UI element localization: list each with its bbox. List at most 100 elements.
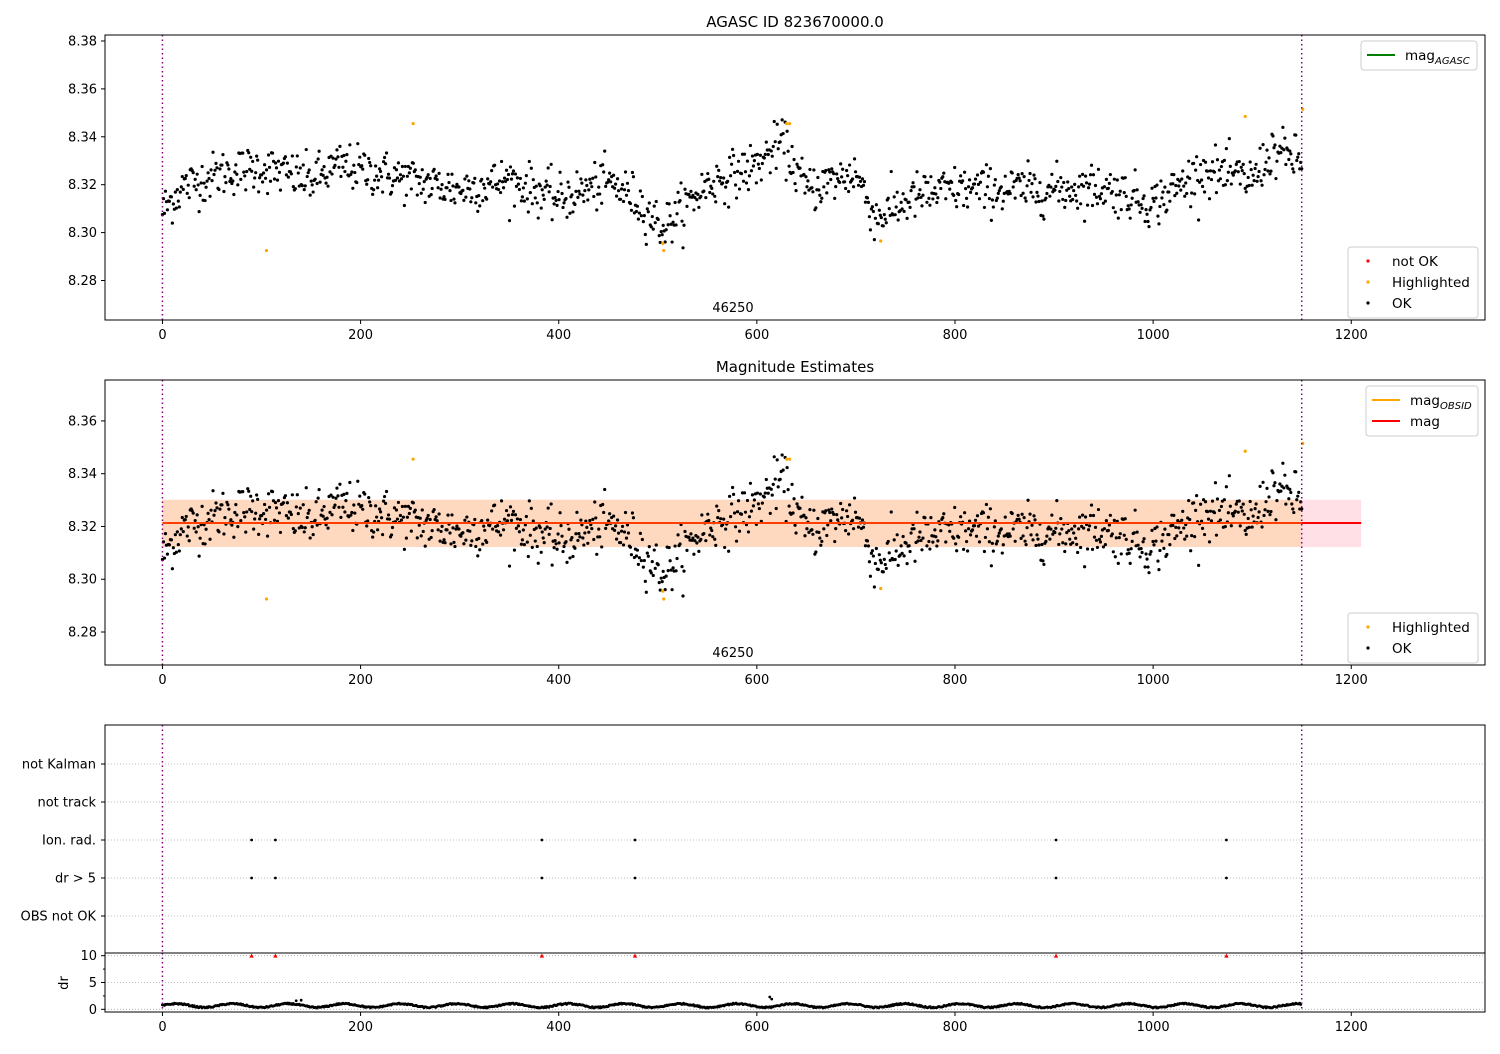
- ok-point: [343, 510, 347, 514]
- ok-point: [1023, 539, 1027, 543]
- ok-point: [1198, 162, 1203, 167]
- ok-point: [1190, 191, 1194, 195]
- ok-point: [1252, 179, 1256, 183]
- ok-point: [404, 193, 408, 197]
- ok-point: [220, 163, 224, 167]
- ok-point: [371, 192, 375, 196]
- ok-point: [554, 542, 558, 546]
- ok-point: [981, 170, 986, 174]
- ok-point: [1111, 206, 1115, 210]
- ok-point: [464, 195, 468, 199]
- ok-point: [467, 179, 471, 183]
- ok-point: [992, 183, 996, 187]
- ok-point: [1185, 191, 1189, 196]
- ok-point: [1057, 542, 1061, 547]
- ok-point: [167, 199, 171, 203]
- ok-point: [745, 498, 750, 503]
- ok-point: [976, 524, 981, 528]
- ok-point: [818, 536, 822, 540]
- ok-point: [1097, 194, 1102, 198]
- ok-point: [1253, 166, 1257, 171]
- ok-point: [1183, 194, 1187, 198]
- ok-point: [1001, 199, 1005, 203]
- ok-point: [195, 172, 199, 176]
- ok-point: [1246, 516, 1250, 521]
- ok-point: [825, 533, 829, 538]
- ok-point: [320, 168, 324, 172]
- ok-point: [1156, 214, 1160, 218]
- legend-dot-swatch: [1366, 646, 1370, 650]
- ok-point: [1171, 523, 1175, 527]
- ok-point: [1151, 539, 1155, 544]
- ok-point: [324, 181, 328, 185]
- ok-point: [409, 187, 413, 191]
- ok-point: [752, 498, 757, 502]
- ok-point: [411, 501, 415, 505]
- ok-point: [470, 539, 474, 543]
- ok-point: [582, 199, 586, 204]
- ok-point: [236, 525, 240, 529]
- ok-point: [807, 530, 811, 535]
- ok-point: [421, 187, 425, 191]
- ok-point: [973, 177, 978, 181]
- flag-row-label: Ion. rad.: [42, 834, 96, 849]
- ok-point: [865, 196, 870, 200]
- ok-point: [351, 528, 355, 533]
- ok-point: [1236, 170, 1240, 174]
- ok-point: [718, 179, 722, 183]
- ok-point: [1246, 175, 1250, 180]
- ok-point: [417, 182, 421, 186]
- ok-point: [1118, 532, 1122, 536]
- ok-point: [964, 539, 969, 544]
- ok-point: [1113, 210, 1117, 214]
- ok-point: [374, 504, 378, 508]
- ok-point: [747, 174, 752, 178]
- ok-point: [329, 154, 333, 158]
- ok-point: [511, 509, 516, 513]
- ok-point: [833, 539, 837, 544]
- ok-point: [702, 531, 706, 536]
- ok-point: [697, 205, 701, 209]
- ok-point: [482, 524, 486, 528]
- ok-point: [261, 171, 266, 175]
- ok-point: [298, 506, 302, 510]
- ok-point: [889, 510, 893, 514]
- ok-point: [722, 517, 726, 521]
- ok-point: [989, 564, 993, 568]
- ok-point: [1000, 551, 1004, 555]
- ok-point: [1158, 548, 1162, 553]
- ok-point: [366, 519, 370, 523]
- ok-point: [702, 189, 706, 193]
- ok-point: [1091, 513, 1096, 518]
- ok-point: [401, 174, 406, 178]
- ok-point: [794, 189, 798, 193]
- ok-point: [846, 189, 851, 194]
- ok-point: [974, 191, 979, 196]
- ok-point: [1143, 219, 1147, 224]
- ok-point: [952, 536, 956, 540]
- ok-point: [175, 188, 179, 192]
- ok-point: [378, 510, 383, 514]
- ok-point: [893, 213, 897, 217]
- panel1-data-points: [160, 107, 1305, 253]
- ok-point: [265, 191, 270, 196]
- ok-point: [171, 546, 175, 550]
- ok-point: [480, 177, 484, 182]
- ok-point: [1126, 548, 1130, 552]
- ok-point: [653, 221, 657, 225]
- ok-point: [356, 142, 360, 146]
- ok-point: [814, 206, 818, 210]
- ok-point: [501, 528, 506, 532]
- ok-point: [474, 201, 478, 205]
- ok-point: [700, 513, 704, 517]
- ok-point: [403, 504, 407, 508]
- ok-point: [1110, 532, 1114, 536]
- ok-point: [1248, 160, 1252, 164]
- ok-point: [896, 563, 900, 567]
- ok-point: [798, 506, 802, 510]
- ok-point: [1106, 186, 1110, 190]
- ok-point: [758, 492, 762, 496]
- ok-point: [1037, 199, 1041, 204]
- ok-point: [860, 518, 865, 522]
